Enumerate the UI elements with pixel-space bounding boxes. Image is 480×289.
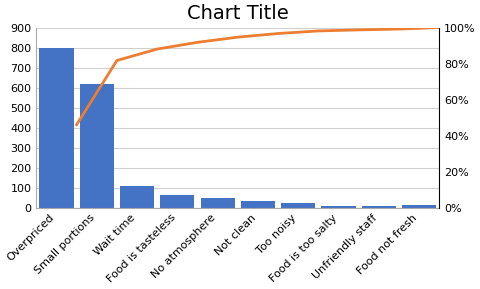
Bar [322, 206, 356, 208]
Bar [80, 84, 114, 208]
Bar [241, 201, 275, 208]
Bar [120, 186, 154, 208]
Bar [39, 47, 73, 208]
Bar [362, 206, 396, 208]
Title: Chart Title: Chart Title [187, 4, 288, 23]
Bar [160, 195, 194, 208]
Bar [201, 198, 235, 208]
Bar [281, 203, 315, 208]
Bar [402, 205, 436, 208]
